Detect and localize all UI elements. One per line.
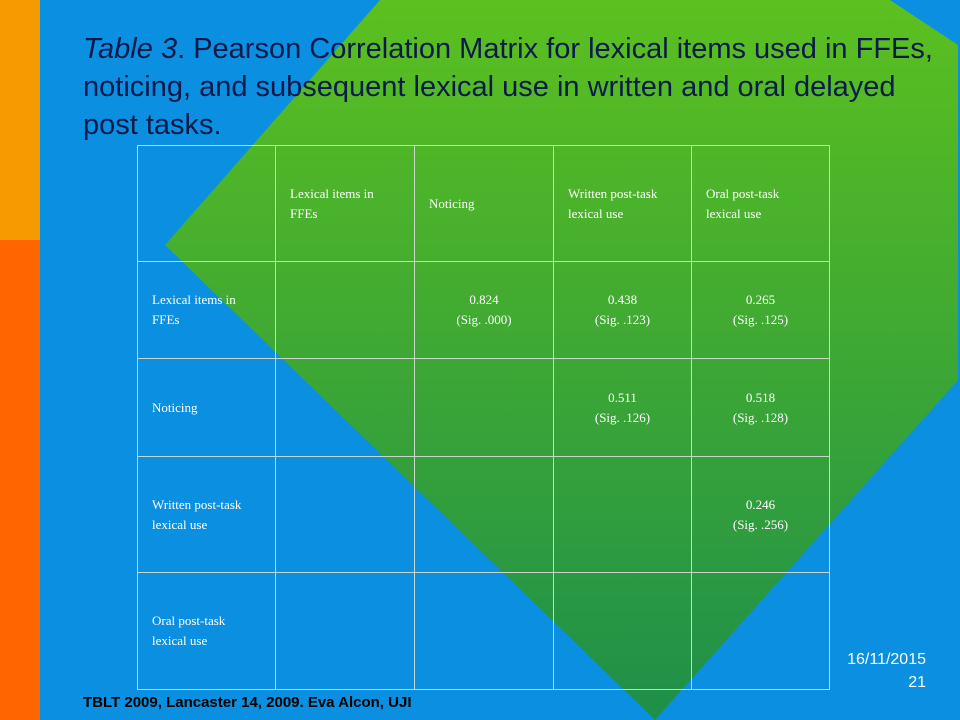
column-header-label: Lexical items in FFEs (290, 185, 374, 221)
table-row: Oral post-task lexical use (137, 572, 830, 690)
slide-date-block: 16/11/2015 21 (847, 648, 926, 694)
table-row: Written post-task lexical use 0.246 (Sig.… (137, 456, 830, 573)
significance-value: (Sig. .125) (732, 312, 789, 327)
table-row: Noticing 0.511 (Sig. .126) 0.518 (Sig. .12… (137, 358, 830, 457)
column-header-label: Written post-task lexical use (568, 185, 658, 221)
table-cell (414, 456, 554, 573)
accent-bar-top (0, 0, 40, 240)
slide-footer: TBLT 2009, Lancaster 14, 2009. Eva Alcon… (83, 694, 412, 711)
significance-value: (Sig. .256) (732, 516, 789, 532)
column-header-label: Oral post-task lexical use (706, 185, 780, 221)
title-rest: . Pearson Correlation Matrix for lexical… (83, 33, 933, 141)
column-header: Noticing (414, 145, 554, 262)
significance-value: (Sig. .123) (594, 312, 651, 327)
column-header-label: Noticing (429, 195, 475, 211)
correlation-value: 0.438 (607, 292, 638, 307)
corner-cell (137, 145, 276, 262)
table-cell (414, 572, 554, 690)
accent-bar-bottom (0, 240, 40, 720)
table-cell: 0.265 (Sig. .125) (691, 261, 830, 359)
correlation-value: 0.824 (469, 292, 499, 307)
table-cell: 0.518 (Sig. .128) (691, 358, 830, 457)
table-cell (553, 456, 692, 573)
correlation-value: 0.246 (745, 496, 776, 512)
column-header: Oral post-task lexical use (691, 145, 830, 262)
table-cell: 0.246 (Sig. .256) (691, 456, 830, 573)
significance-value: (Sig. .128) (732, 409, 789, 425)
correlation-matrix: Lexical items in FFEs Noticing Written p… (137, 145, 830, 690)
slide-date: 16/11/2015 (847, 651, 926, 668)
table-cell (275, 456, 415, 573)
table-cell (553, 572, 692, 690)
column-header: Lexical items in FFEs (275, 145, 415, 262)
table-cell (275, 261, 415, 359)
table-cell (275, 572, 415, 690)
row-header: Written post-task lexical use (137, 456, 276, 573)
slide-number: 21 (908, 674, 926, 691)
row-header-label: Noticing (152, 399, 198, 415)
title-lead: Table 3 (83, 33, 178, 65)
row-header-label: Written post-task lexical use (152, 496, 242, 532)
slide-title: Table 3. Pearson Correlation Matrix for … (83, 30, 943, 144)
table-cell: 0.824 (Sig. .000) (414, 261, 554, 359)
row-header: Lexical items in FFEs (137, 261, 276, 359)
header-row: Lexical items in FFEs Noticing Written p… (137, 145, 830, 262)
table-cell (414, 358, 554, 457)
table-cell: 0.438 (Sig. .123) (553, 261, 692, 359)
table-row: Lexical items in FFEs 0.824 (Sig. .000) 0… (137, 261, 830, 359)
column-header: Written post-task lexical use (553, 145, 692, 262)
correlation-value: 0.518 (745, 389, 776, 405)
table-cell (275, 358, 415, 457)
row-header: Noticing (137, 358, 276, 457)
significance-value: (Sig. .000) (456, 312, 512, 327)
correlation-value: 0.511 (608, 389, 637, 405)
table-cell (691, 572, 830, 690)
table-cell: 0.511 (Sig. .126) (553, 358, 692, 457)
row-header: Oral post-task lexical use (137, 572, 276, 690)
significance-value: (Sig. .126) (594, 409, 651, 425)
row-header-label: Oral post-task lexical use (152, 613, 226, 648)
correlation-value: 0.265 (745, 292, 776, 307)
row-header-label: Lexical items in FFEs (152, 292, 236, 327)
